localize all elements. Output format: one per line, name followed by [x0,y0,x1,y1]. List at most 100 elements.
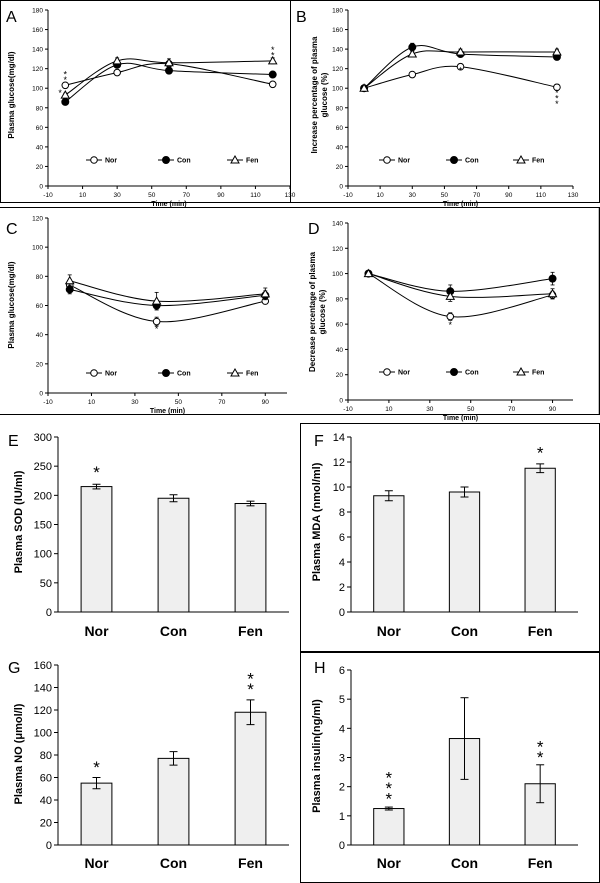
frame-A [0,0,291,203]
bar-fen [524,467,556,613]
bar-fen [234,711,267,846]
x-tick-label: -10 [343,406,353,413]
significance-marker: * [93,463,100,482]
category-label-nor: Nor [377,623,402,639]
y-tick-label: 12 [333,457,345,469]
y-tick-label: 60 [36,125,44,132]
y-tick-label: 0 [46,607,52,619]
y-tick-label: 20 [336,164,344,171]
significance-marker: * * [271,45,275,61]
y-tick-label: 0 [39,184,43,191]
category-label-fen: Fen [238,855,263,871]
y-tick-label: 180 [332,8,343,15]
x-axis-label: Time (min) [443,201,478,208]
y-tick-label: 8 [339,507,345,519]
y-tick-label: 180 [32,8,43,15]
y-tick-label: 0 [339,184,343,191]
y-axis-label: Plasma glucose(mg/dl) [7,261,16,348]
y-axis-label: Plasma glucose(mg/dl) [7,51,16,138]
legend-label-fen: Fen [532,158,544,165]
legend-label-con: Con [177,371,191,378]
y-tick-label: 5 [339,694,345,706]
y-tick-label: 100 [34,549,52,561]
series-line-con [64,62,273,103]
series-line-con [363,45,557,89]
x-tick-label: 10 [79,192,87,199]
y-tick-label: 120 [32,66,43,73]
y-tick-label: 200 [34,490,52,502]
y-tick-label: 0 [339,840,345,852]
data-point-nor [446,312,455,321]
x-tick-label: 30 [131,399,139,406]
y-tick-label: 140 [32,47,43,54]
y-axis-label: Plasma NO (μmol/l) [13,703,25,804]
legend-label-fen: Fen [532,370,544,377]
panel-D: D 0 20 40 60 80 100 120 140 -10 10 30 50 70 90 Time (mi… [308,221,573,422]
legend-marker-con [162,369,170,377]
legend-marker-fen [516,366,526,376]
category-label-con: Con [160,623,187,639]
legend-marker-fen [230,367,240,377]
series-line-fen [69,280,266,302]
significance-marker: * [537,443,544,462]
x-tick-label: 90 [217,192,225,199]
panel-F: F 0 2 4 6 8 10 12 14 Plasma MDA (nmol/ml) Nor Con Fe… [311,432,578,639]
data-point-fen [260,288,271,298]
legend-marker-fen [516,154,526,164]
y-axis-label: Decrease percentage of plasmaglucose (%) [308,251,327,372]
panel-label: E [8,433,19,450]
legend-marker-nor [383,156,391,164]
panel-label: F [314,433,324,450]
y-tick-label: 120 [332,246,343,253]
y-tick-label: 80 [36,105,44,112]
y-tick-label: 80 [336,296,344,303]
data-point-fen [445,291,456,300]
y-axis-label: Plasma insulin(ng/ml) [311,699,323,813]
x-tick-label: 50 [175,399,183,406]
y-tick-label: 40 [36,332,44,339]
category-label-nor: Nor [377,855,402,871]
x-tick-label: 90 [549,406,557,413]
x-axis-label: Time (min) [151,201,186,208]
legend-marker-con [450,156,458,164]
category-label-con: Con [160,855,187,871]
y-tick-label: 4 [339,723,345,735]
y-tick-label: 20 [336,372,344,379]
y-tick-label: 120 [32,216,43,223]
x-tick-label: 130 [285,192,296,199]
significance-marker: * * [247,669,254,699]
y-tick-label: 2 [339,782,345,794]
x-tick-label: 110 [536,192,547,199]
y-tick-label: 50 [40,578,52,590]
x-tick-label: 50 [441,192,449,199]
category-label-fen: Fen [528,855,553,871]
data-point-nor [408,70,417,79]
y-tick-label: 160 [332,27,343,34]
y-tick-label: 40 [336,347,344,354]
y-tick-label: 100 [32,245,43,252]
y-tick-label: 6 [339,665,345,677]
y-tick-label: 300 [34,432,52,444]
significance-marker: * [93,758,100,777]
y-tick-label: 160 [32,27,43,34]
data-point-fen [552,47,562,56]
x-axis-label: Time (min) [443,415,478,422]
data-point-nor [61,81,70,90]
legend-label-fen: Fen [246,371,258,378]
y-tick-label: 0 [39,391,43,398]
significance-marker: * * * [555,88,559,109]
panel-E: E 0 50 100 150 200 250 300 Plasma SOD (IU/ml) Nor… [8,432,289,639]
x-tick-label: 70 [218,399,226,406]
panel-label: A [6,9,17,26]
legend-marker-nor [90,156,98,164]
data-point-fen [455,47,466,56]
x-tick-label: 50 [467,406,475,413]
x-tick-label: 30 [409,192,417,199]
y-tick-label: 100 [34,728,52,740]
y-tick-label: 100 [332,86,343,93]
y-tick-label: 60 [336,322,344,329]
y-tick-label: 100 [32,86,43,93]
y-tick-label: 3 [339,753,345,765]
bar-nor [373,495,405,613]
